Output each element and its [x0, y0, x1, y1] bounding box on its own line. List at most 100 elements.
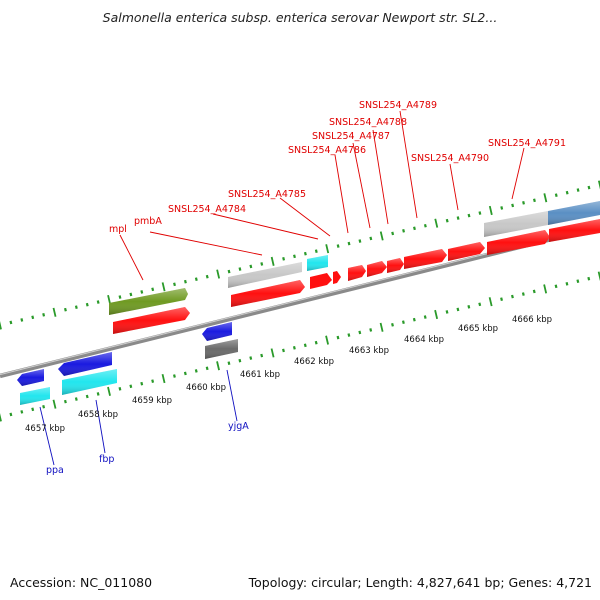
- tick-mark: [173, 282, 176, 287]
- label-SNSL254_A4787[interactable]: SNSL254_A4787: [312, 131, 390, 142]
- gene-SNSL254_A4785[interactable]: [231, 280, 305, 307]
- tick-mark: [118, 295, 122, 299]
- trna-feature-forward[interactable]: [307, 255, 328, 271]
- tick-mark: [413, 226, 416, 231]
- tick-mark: [140, 290, 144, 294]
- tick-mark: [347, 333, 351, 337]
- label-mpl[interactable]: mpl: [109, 224, 127, 235]
- label-SNSL254_A4784[interactable]: SNSL254_A4784: [168, 204, 246, 215]
- tick-mark: [118, 387, 122, 391]
- reverse-features: [17, 322, 238, 405]
- gene-dark-grey[interactable]: [205, 339, 238, 359]
- tick-mark: [434, 309, 439, 320]
- tick-mark: [456, 307, 460, 312]
- tick-mark: [270, 256, 275, 266]
- label-fbp[interactable]: fbp: [99, 454, 114, 465]
- tick-mark: [500, 297, 503, 301]
- label-pmbA[interactable]: pmbA: [134, 216, 162, 227]
- gene-SNSL254_A4790[interactable]: [404, 249, 447, 269]
- tick-mark: [96, 392, 100, 396]
- gene-yjgA[interactable]: [202, 322, 232, 341]
- tick-mark: [554, 284, 558, 289]
- tick-mark: [205, 366, 209, 371]
- gene-SNSL254_A4786[interactable]: [310, 271, 341, 289]
- scale-label-4662: 4662 kbp: [294, 357, 334, 367]
- gene-fbp[interactable]: [58, 352, 112, 376]
- gene-SNSL254_A4790b[interactable]: [448, 242, 485, 261]
- tick-mark: [576, 188, 580, 192]
- tick-mark: [129, 292, 133, 297]
- tick-mark: [576, 279, 580, 284]
- label-SNSL254_A4785[interactable]: SNSL254_A4785: [228, 189, 306, 200]
- tick-mark: [107, 294, 111, 305]
- trna-feature-reverse-2[interactable]: [62, 369, 117, 395]
- tick-mark: [183, 279, 187, 284]
- gene-ppa[interactable]: [17, 369, 44, 386]
- gene-steel-blue[interactable]: [548, 201, 600, 225]
- tick-mark: [511, 203, 515, 208]
- label-SNSL254_A4791[interactable]: SNSL254_A4791: [488, 138, 566, 149]
- tick-mark: [238, 267, 242, 271]
- tick-mark: [216, 269, 221, 279]
- tick-mark: [249, 264, 253, 269]
- tick-mark: [587, 185, 591, 190]
- gene-SNSL254_A4788[interactable]: [367, 261, 387, 277]
- gene-SNSL254_A4787[interactable]: [348, 265, 366, 281]
- tick-mark: [423, 223, 427, 228]
- tick-mark: [129, 384, 133, 389]
- tick-mark: [151, 287, 155, 292]
- tick-mark: [194, 369, 198, 373]
- tick-mark: [325, 244, 330, 254]
- trna-feature-reverse-1[interactable]: [20, 387, 50, 405]
- tick-mark: [293, 254, 296, 259]
- tick-mark: [554, 193, 558, 198]
- tick-mark: [216, 361, 220, 371]
- tick-mark: [391, 322, 394, 327]
- gene-SNSL254_A4789[interactable]: [387, 258, 404, 273]
- tick-mark: [292, 346, 296, 350]
- tick-mark: [270, 348, 275, 358]
- scale-label-4663: 4663 kbp: [349, 346, 389, 356]
- label-SNSL254_A4789[interactable]: SNSL254_A4789: [359, 100, 437, 111]
- reverse-tick-track: [0, 271, 600, 422]
- tick-mark: [249, 356, 253, 360]
- tick-mark: [183, 371, 187, 376]
- gene-mpl[interactable]: [109, 288, 188, 315]
- label-SNSL254_A4790[interactable]: SNSL254_A4790: [411, 153, 489, 164]
- tick-mark: [532, 289, 536, 294]
- tick-mark: [467, 213, 471, 218]
- tick-mark: [478, 211, 482, 215]
- tick-mark: [20, 410, 24, 414]
- tick-mark: [96, 300, 100, 304]
- tick-mark: [565, 281, 569, 286]
- forward-features: [109, 201, 600, 334]
- tick-mark: [151, 379, 155, 383]
- tick-mark: [314, 340, 318, 345]
- label-ppa[interactable]: ppa: [46, 465, 64, 476]
- tick-mark: [379, 322, 384, 332]
- tick-mark: [0, 321, 2, 330]
- gene-SNSL254_A4791-grey[interactable]: [484, 211, 548, 237]
- label-yjgA[interactable]: yjgA: [228, 421, 249, 432]
- tick-mark: [64, 307, 67, 312]
- gene-SNSL254_A4791[interactable]: [487, 230, 550, 255]
- gene-SNSL254_A4784[interactable]: [228, 262, 302, 288]
- tick-mark: [260, 262, 264, 266]
- forward-label-leaders: [119, 110, 525, 281]
- tick-mark: [161, 282, 166, 292]
- tick-mark: [140, 381, 144, 386]
- tick-mark: [0, 413, 2, 422]
- reverse-label-leaders: [39, 369, 238, 466]
- gene-pmbA[interactable]: [113, 307, 190, 334]
- scale-labels: 4657 kbp 4658 kbp 4659 kbp 4660 kbp 4661…: [25, 315, 552, 434]
- tick-mark: [336, 244, 340, 248]
- scale-label-4666: 4666 kbp: [512, 315, 552, 325]
- tick-mark: [52, 307, 57, 317]
- topology-text: Topology: circular; Length: 4,827,641 bp…: [248, 575, 592, 590]
- gene-forward-edge[interactable]: [549, 219, 600, 242]
- label-SNSL254_A4786[interactable]: SNSL254_A4786: [288, 145, 366, 156]
- tick-mark: [161, 373, 166, 384]
- reverse-labels: ppa fbp yjgA: [46, 421, 249, 476]
- label-SNSL254_A4788[interactable]: SNSL254_A4788: [329, 117, 407, 128]
